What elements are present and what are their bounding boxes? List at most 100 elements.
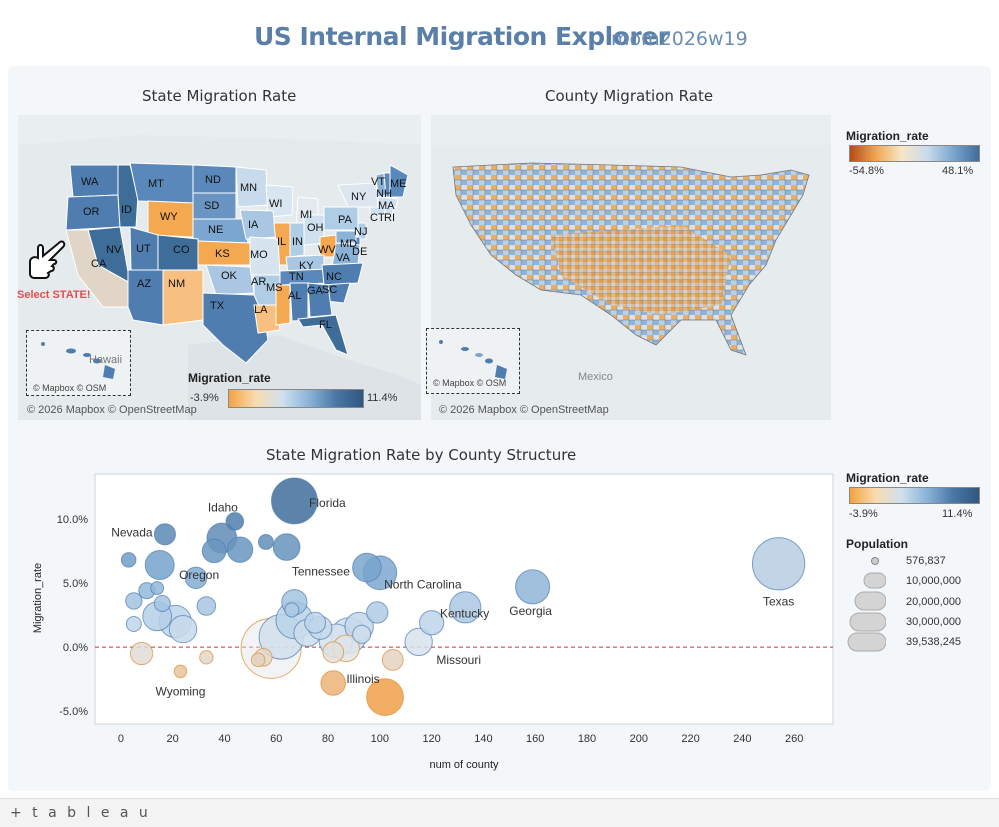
state-label-il: IL bbox=[277, 236, 286, 248]
state-label-co: CO bbox=[173, 244, 190, 256]
bubble-missouri[interactable] bbox=[404, 627, 433, 657]
bubble-nebraska[interactable] bbox=[352, 624, 372, 644]
hawaii-inset[interactable]: Hawaii bbox=[26, 330, 131, 396]
state-label-oh: OH bbox=[307, 222, 324, 234]
bubble-arizona[interactable] bbox=[144, 550, 175, 581]
state-label-mo: MO bbox=[250, 249, 268, 261]
bubble-nevada[interactable] bbox=[153, 523, 176, 546]
header: US Internal Migration Explorer mom2026w1… bbox=[0, 0, 999, 64]
bubble-illinois[interactable] bbox=[366, 678, 404, 716]
state-label-al: AL bbox=[288, 290, 301, 302]
state-label-or: OR bbox=[83, 206, 100, 218]
county-map-canvas[interactable]: Mexico bbox=[431, 115, 831, 420]
bubble-georgia[interactable] bbox=[515, 569, 551, 605]
state-label-de: DE bbox=[352, 246, 367, 258]
bubble-vermont[interactable] bbox=[150, 581, 165, 596]
y-tick-label: 0.0% bbox=[63, 642, 88, 654]
bubble-rhode-island[interactable] bbox=[125, 615, 142, 633]
bubble-arkansas[interactable] bbox=[304, 611, 327, 634]
state-label-ma: MA bbox=[378, 200, 395, 212]
bubble-delaware[interactable] bbox=[120, 552, 137, 568]
state-label-la: LA bbox=[254, 304, 268, 316]
tableau-logo[interactable]: + t a b l e a u bbox=[10, 805, 151, 821]
county-hawaii-inset[interactable] bbox=[426, 328, 520, 394]
mexico-label: Mexico bbox=[578, 371, 613, 383]
bubble-hawaii[interactable] bbox=[125, 592, 143, 610]
scatter-chart[interactable]: Texas Georgia Florida Idaho Nevada Oregon Tenn… bbox=[0, 440, 999, 780]
bubble-label-illinois: Illinois bbox=[346, 672, 379, 686]
bubble-maine[interactable] bbox=[153, 594, 171, 612]
state-label-ia: IA bbox=[248, 219, 259, 231]
scatter-color-legend-title: Migration_rate bbox=[846, 471, 929, 485]
bubble-iowa[interactable] bbox=[366, 601, 389, 624]
bubble-louisiana[interactable] bbox=[320, 670, 347, 696]
state-map-canvas[interactable]: WA OR ID MT ND SD WY NE MN WI IA MI NV C… bbox=[18, 115, 421, 420]
bubble-tennessee[interactable] bbox=[352, 552, 382, 583]
state-label-md: MD bbox=[340, 238, 357, 250]
state-map-credit[interactable]: © 2026 Mapbox © OpenStreetMap bbox=[27, 404, 197, 416]
state-label-ca: CA bbox=[91, 258, 107, 270]
state-label-sc: SC bbox=[322, 284, 337, 296]
state-label-me: ME bbox=[390, 178, 407, 190]
x-tick-label: 220 bbox=[681, 733, 699, 745]
state-label-ky: KY bbox=[299, 260, 314, 272]
bubble-kansas[interactable] bbox=[381, 649, 404, 671]
bubble-idaho[interactable] bbox=[225, 512, 245, 531]
population-legend: 576,837 10,000,000 20,000,000 30,000,000… bbox=[846, 552, 986, 652]
population-legend-item: 10,000,000 bbox=[906, 575, 962, 587]
state-inset-credit: © Mapbox © OSM bbox=[33, 383, 107, 393]
state-label-az: AZ bbox=[137, 278, 151, 290]
bubble-south-dakota[interactable] bbox=[284, 602, 300, 618]
bubble-montana[interactable] bbox=[257, 533, 274, 550]
bubble-virginia[interactable] bbox=[449, 591, 482, 624]
x-tick-label: 140 bbox=[474, 733, 492, 745]
select-state-hint: Select STATE! bbox=[17, 289, 91, 301]
bubble-kentucky[interactable] bbox=[419, 610, 445, 636]
state-label-mi: MI bbox=[300, 209, 312, 221]
population-legend-title: Population bbox=[846, 537, 908, 551]
county-map-credit[interactable]: © 2026 Mapbox © OpenStreetMap bbox=[439, 404, 609, 416]
state-map[interactable]: WA OR ID MT ND SD WY NE MN WI IA MI NV C… bbox=[18, 115, 421, 420]
x-axis-title: num of county bbox=[429, 759, 499, 771]
bubble-label-tennessee: Tennessee bbox=[292, 565, 350, 579]
state-label-ks: KS bbox=[215, 248, 230, 260]
state-label-ga: GA bbox=[307, 285, 324, 297]
bubble-alaska[interactable] bbox=[199, 650, 214, 665]
bubble-maryland[interactable] bbox=[168, 614, 198, 644]
bubble-label-georgia: Georgia bbox=[509, 604, 552, 618]
bubble-connecticut[interactable] bbox=[129, 641, 154, 666]
dashboard-subtitle: mom2026w19 bbox=[611, 28, 748, 50]
state-label-nc: NC bbox=[326, 271, 342, 283]
bubble-oregon[interactable] bbox=[201, 538, 227, 564]
state-label-ne: NE bbox=[208, 224, 223, 236]
bubble-south-carolina[interactable] bbox=[226, 536, 254, 563]
bubble-utah[interactable] bbox=[184, 566, 208, 590]
bubble-label-wyoming: Wyoming bbox=[155, 684, 205, 698]
bubble-label-texas: Texas bbox=[763, 595, 794, 609]
bubble-colorado[interactable] bbox=[272, 533, 301, 561]
state-label-wy: WY bbox=[160, 211, 178, 223]
bubble-florida[interactable] bbox=[270, 477, 318, 525]
bubble-label-nevada: Nevada bbox=[111, 525, 153, 539]
y-tick-label: -5.0% bbox=[59, 706, 88, 718]
scatter-color-legend-max: 11.4% bbox=[942, 508, 973, 520]
bubble-new-mexico[interactable] bbox=[196, 596, 217, 616]
state-label-sd: SD bbox=[204, 200, 219, 212]
hawaii-inset-map[interactable]: Hawaii bbox=[27, 331, 130, 395]
bubble-north-dakota[interactable] bbox=[250, 652, 266, 668]
state-map-legend-min: -3.9% bbox=[190, 392, 219, 404]
state-label-ny: NY bbox=[351, 191, 367, 203]
state-map-legend-title: Migration_rate bbox=[188, 371, 271, 385]
state-map-title: State Migration Rate bbox=[142, 87, 297, 105]
x-tick-label: 120 bbox=[422, 733, 440, 745]
state-label-in: IN bbox=[292, 236, 303, 248]
state-label-tn: TN bbox=[289, 271, 304, 283]
bubble-mississippi[interactable] bbox=[322, 641, 345, 664]
bubble-wyoming[interactable] bbox=[173, 664, 188, 679]
x-tick-label: 100 bbox=[371, 733, 389, 745]
state-label-nv: NV bbox=[106, 244, 122, 256]
bubble-texas[interactable] bbox=[751, 537, 806, 591]
county-hawaii-inset-map[interactable] bbox=[427, 329, 519, 393]
x-tick-label: 80 bbox=[322, 733, 334, 745]
state-map-legend-max: 11.4% bbox=[367, 392, 398, 404]
